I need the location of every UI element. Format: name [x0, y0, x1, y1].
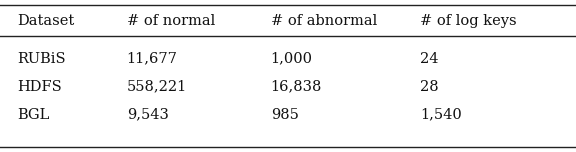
Text: 558,221: 558,221	[127, 80, 187, 94]
Text: HDFS: HDFS	[17, 80, 62, 94]
Text: 1,000: 1,000	[271, 52, 313, 66]
Text: 28: 28	[420, 80, 439, 94]
Text: 24: 24	[420, 52, 439, 66]
Text: # of normal: # of normal	[127, 14, 215, 28]
Text: BGL: BGL	[17, 108, 50, 122]
Text: # of abnormal: # of abnormal	[271, 14, 377, 28]
Text: # of log keys: # of log keys	[420, 14, 517, 28]
Text: RUBiS: RUBiS	[17, 52, 66, 66]
Text: 985: 985	[271, 108, 298, 122]
Text: 16,838: 16,838	[271, 80, 322, 94]
Text: 9,543: 9,543	[127, 108, 169, 122]
Text: 11,677: 11,677	[127, 52, 177, 66]
Text: 1,540: 1,540	[420, 108, 462, 122]
Text: Dataset: Dataset	[17, 14, 74, 28]
